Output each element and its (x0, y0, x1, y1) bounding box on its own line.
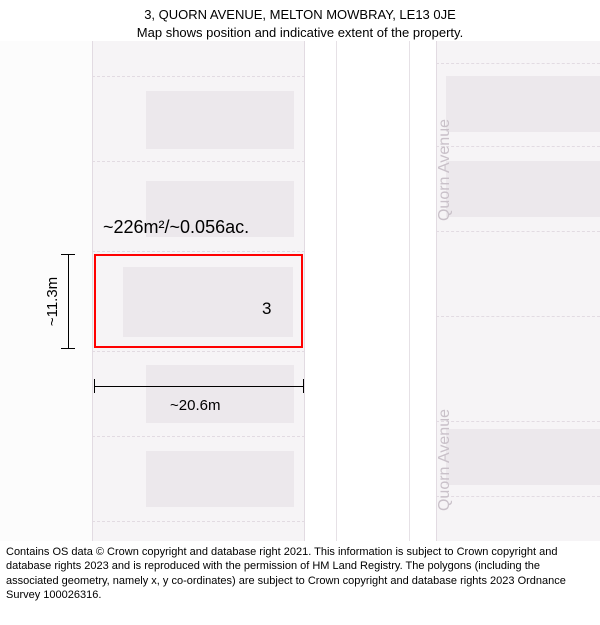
map-area: 3 ~226m²/~0.056ac. ~11.3m ~20.6m Quorn Avenu… (0, 41, 600, 541)
subtitle: Map shows position and indicative extent… (0, 24, 600, 42)
address-title: 3, QUORN AVENUE, MELTON MOWBRAY, LE13 0J… (0, 6, 600, 24)
area-label: ~226m²/~0.056ac. (103, 217, 249, 238)
plot-divider-right (436, 496, 600, 497)
building-left (146, 365, 294, 423)
header: 3, QUORN AVENUE, MELTON MOWBRAY, LE13 0J… (0, 0, 600, 41)
footer-attribution: Contains OS data © Crown copyright and d… (0, 541, 600, 602)
plot-divider-right (436, 63, 600, 64)
dim-tick-v-bot (61, 348, 75, 349)
dim-line-horizontal (94, 386, 303, 387)
street-label: Quorn Avenue (436, 119, 454, 221)
verge-left (305, 41, 336, 541)
plot-divider-left (92, 76, 305, 77)
plot-divider-left (92, 436, 305, 437)
street-label: Quorn Avenue (436, 409, 454, 511)
building-left (146, 451, 294, 507)
building-left (146, 91, 294, 149)
building-right (446, 76, 600, 132)
building-right (446, 429, 600, 485)
dim-label-vertical: ~11.3m (44, 277, 61, 326)
plot-divider-right (436, 421, 600, 422)
building-right (446, 161, 600, 217)
plot-divider-left (92, 521, 305, 522)
plot-divider-left (92, 351, 305, 352)
dim-tick-h-left (94, 379, 95, 393)
dim-label-horizontal: ~20.6m (170, 397, 220, 414)
dim-line-vertical (68, 254, 69, 348)
dim-tick-v-top (61, 254, 75, 255)
plot-divider-right (436, 316, 600, 317)
road-main (336, 41, 410, 541)
property-highlight (94, 254, 303, 348)
verge-right (410, 41, 436, 541)
plot-divider-right (436, 231, 600, 232)
plot-divider-right (436, 146, 600, 147)
house-number: 3 (262, 299, 271, 319)
plot-divider-left (92, 161, 305, 162)
dim-tick-h-right (303, 379, 304, 393)
plot-divider-left (92, 251, 305, 252)
